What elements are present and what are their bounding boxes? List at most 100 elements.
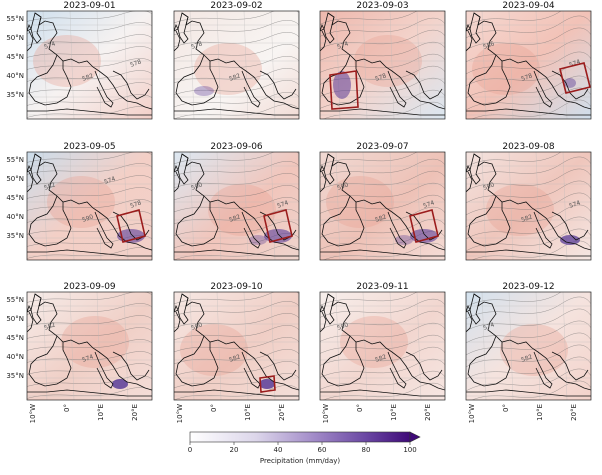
contour-label: 582 [43, 321, 56, 332]
contour-label: 586 [482, 40, 495, 51]
panel-frame [26, 291, 153, 401]
panel-frame [26, 151, 153, 261]
coastline-british-isles [466, 12, 481, 44]
longitude-label: 0° [356, 404, 364, 412]
panel-frame [465, 291, 592, 401]
target-region-box [329, 70, 359, 110]
geopotential-contour [27, 315, 152, 327]
panel-date: 2023-09-01 [63, 1, 115, 11]
contour-label: 590 [336, 181, 349, 192]
geopotential-contour [466, 192, 591, 216]
meridian-gridline [362, 292, 368, 400]
geopotential-contour [320, 346, 445, 366]
contour-label: 574 [103, 175, 116, 186]
meridian-gridline [69, 152, 75, 260]
panel-frame [319, 151, 446, 261]
geopotential-contour [320, 370, 445, 390]
geopotential-contour [466, 228, 591, 252]
geopotential-contour [27, 152, 152, 163]
coastline [466, 12, 591, 116]
panel-date: 2023-09-04 [502, 1, 555, 11]
meridian-gridline [508, 11, 514, 119]
panel-date: 2023-09-06 [210, 142, 263, 152]
target-region-box [263, 209, 293, 243]
latitude-label: 40°N [6, 72, 24, 80]
geopotential-contour [174, 44, 299, 60]
coastline [320, 12, 445, 116]
latitude-label: 55°N [6, 15, 24, 23]
meridian-gridline [216, 11, 222, 119]
longitude-label: 20°E [131, 404, 139, 421]
geopotential-contour [174, 11, 299, 24]
geopotential-contour [174, 385, 299, 400]
latitude-label: 40°N [6, 353, 24, 361]
geopotential-contour [320, 29, 445, 49]
geopotential-contour [27, 175, 152, 187]
positive-anomaly [486, 184, 554, 236]
positive-anomaly [472, 43, 540, 95]
geopotential-contour [27, 22, 152, 34]
geopotential-contour [466, 180, 591, 204]
contour-label: 582 [374, 353, 387, 364]
longitude-label: 10°E [390, 404, 398, 421]
geopotential-contour [320, 194, 445, 214]
panel-frame [319, 291, 446, 401]
coastline [320, 293, 445, 397]
positive-anomaly [194, 43, 262, 95]
geopotential-contour [27, 46, 152, 58]
meridian-gridline [481, 152, 487, 260]
contour-label: 574 [422, 199, 435, 210]
longitude-label: 10°E [97, 404, 105, 421]
coastline-british-isles [466, 293, 481, 325]
map-panel: 2023-09-01 574 582 578 55°N 50°N 45°N 40°N 35°N [6, 1, 153, 120]
latitude-label: 35°N [6, 91, 24, 99]
longitude-label: 20°E [424, 404, 432, 421]
geopotential-contour [466, 296, 591, 320]
geopotential-contour [466, 332, 591, 356]
latitude-label: 45°N [6, 334, 24, 342]
contour-label: 590 [336, 321, 349, 332]
geopotential-contour [320, 152, 445, 166]
colorbar-tick-label: 80 [362, 446, 371, 454]
coastline-british-isles [174, 12, 189, 44]
precipitation-cell [333, 71, 351, 99]
height-anomaly-field [320, 11, 445, 119]
longitude-label: 0° [63, 404, 71, 412]
geopotential-contour [320, 358, 445, 378]
panel-date: 2023-09-12 [502, 282, 554, 292]
colorbar-bar [189, 431, 411, 443]
meridian-gridline [96, 292, 102, 400]
colorbar-label: Precipitation (mm/day) [260, 457, 341, 465]
contour-label: 574 [81, 353, 94, 364]
meridian-gridline [508, 292, 514, 400]
contour-label: 590 [190, 321, 203, 332]
coastline-british-isles [174, 153, 189, 185]
panel-frame [173, 10, 300, 120]
geopotential-contour [27, 187, 152, 199]
longitude-label: 10°W [468, 404, 476, 423]
contour-label: 574 [568, 199, 581, 210]
panel-date: 2023-09-03 [356, 1, 408, 11]
colorbar: 0 20 40 60 80 100 Precipitation (mm/day) [188, 431, 421, 465]
coastline [27, 153, 152, 257]
colorbar-tick-label: 0 [188, 446, 192, 454]
geopotential-contour [27, 34, 152, 46]
coastline-british-isles [320, 12, 335, 44]
contour-label: 582 [43, 181, 56, 192]
height-anomaly-field [466, 11, 591, 119]
positive-anomaly [208, 184, 276, 236]
geopotential-contour [27, 387, 152, 399]
geopotential-contour [320, 218, 445, 238]
meridian-gridline [362, 152, 368, 260]
panel-frame [173, 151, 300, 261]
geopotential-contour [466, 87, 591, 111]
contour-label: 574 [482, 321, 495, 332]
contour-label: 582 [374, 213, 387, 224]
geopotential-contour [320, 17, 445, 37]
panel-frame [319, 10, 446, 120]
latitude-label: 55°N [6, 296, 24, 304]
geopotential-contour [174, 349, 299, 365]
precipitation-cell [194, 86, 214, 96]
meridian-gridline [216, 292, 222, 400]
geopotential-contour [466, 75, 591, 99]
